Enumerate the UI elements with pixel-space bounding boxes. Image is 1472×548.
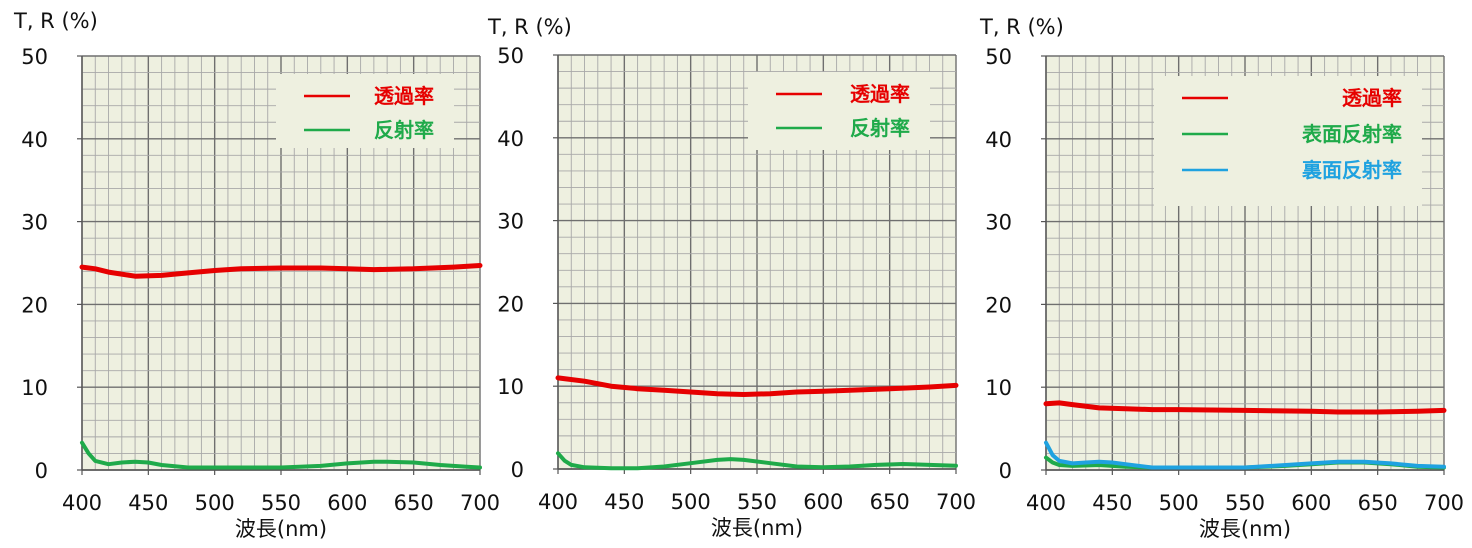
- x-tick-label: 600: [803, 490, 843, 514]
- legend-box: [276, 74, 454, 148]
- legend-label: 裏面反射率: [1301, 158, 1402, 182]
- y-tick-label: 40: [21, 128, 48, 152]
- x-tick-label: 700: [1424, 491, 1464, 515]
- y-tick-label: 40: [985, 128, 1012, 152]
- series-line: [555, 375, 959, 397]
- x-tick-label: 650: [394, 491, 434, 515]
- legend-label: 反射率: [850, 116, 910, 140]
- x-tick-label: 500: [195, 491, 235, 515]
- y-tick-label: 10: [21, 376, 48, 400]
- chart-panel-2: 400 450 500 550 600 650 700 0 10 20 30 40 50 T, R (%)…: [487, 15, 976, 540]
- chart-panel-1: 400 450 500 550 600 650 700 0 10 20 30 40 50 T, R (%)…: [13, 9, 500, 541]
- legend-label: 透過率: [850, 82, 910, 106]
- y-axis-title: T, R (%): [487, 15, 572, 39]
- x-axis-title: 波長(nm): [711, 516, 803, 540]
- x-tick-label: 600: [327, 491, 367, 515]
- y-tick-label: 30: [21, 211, 48, 235]
- x-tick-label: 400: [538, 490, 578, 514]
- x-tick-label: 450: [604, 490, 644, 514]
- y-tick-label: 20: [21, 293, 48, 317]
- y-axis-title: T, R (%): [13, 9, 98, 33]
- legend-label: 透過率: [374, 84, 434, 108]
- x-tick-label: 400: [1026, 491, 1066, 515]
- x-tick-label: 700: [460, 491, 500, 515]
- x-tick-label: 450: [1092, 491, 1132, 515]
- series-line: [79, 263, 483, 279]
- y-tick-label: 30: [985, 211, 1012, 235]
- y-tick-label: 50: [21, 45, 48, 69]
- y-tick-label: 10: [497, 375, 524, 399]
- series-line: [1044, 440, 1446, 470]
- chart-panel-3: 400 450 500 550 600 650 700 0 10 20 30 40 50 T, R (%)…: [979, 15, 1464, 541]
- series-line: [80, 440, 482, 470]
- x-tick-label: 450: [128, 491, 168, 515]
- x-tick-label: 550: [1225, 491, 1265, 515]
- x-tick-label: 500: [671, 490, 711, 514]
- y-tick-label: 0: [35, 459, 48, 483]
- x-axis-title: 波長(nm): [1199, 517, 1291, 541]
- legend-label: 表面反射率: [1302, 122, 1402, 146]
- y-tick-label: 30: [497, 210, 524, 234]
- series-line: [1043, 400, 1447, 415]
- y-tick-label: 10: [985, 376, 1012, 400]
- y-tick-label: 40: [497, 127, 524, 151]
- legend-box: [748, 72, 930, 150]
- y-tick-label: 50: [985, 45, 1012, 69]
- legend-label: 透過率: [1342, 86, 1402, 110]
- x-tick-label: 400: [62, 491, 102, 515]
- x-tick-label: 650: [1358, 491, 1398, 515]
- series-line: [556, 451, 958, 471]
- x-tick-label: 700: [936, 490, 976, 514]
- y-axis-title: T, R (%): [979, 15, 1064, 39]
- y-tick-label: 0: [511, 458, 524, 482]
- y-tick-label: 0: [999, 459, 1012, 483]
- x-axis-title: 波長(nm): [235, 517, 327, 541]
- x-tick-label: 550: [737, 490, 777, 514]
- y-tick-label: 20: [497, 292, 524, 316]
- legend-label: 反射率: [374, 118, 434, 142]
- x-tick-label: 650: [870, 490, 910, 514]
- x-tick-label: 500: [1159, 491, 1199, 515]
- x-tick-label: 550: [261, 491, 301, 515]
- x-tick-label: 600: [1291, 491, 1331, 515]
- y-tick-label: 20: [985, 293, 1012, 317]
- y-tick-label: 50: [497, 44, 524, 68]
